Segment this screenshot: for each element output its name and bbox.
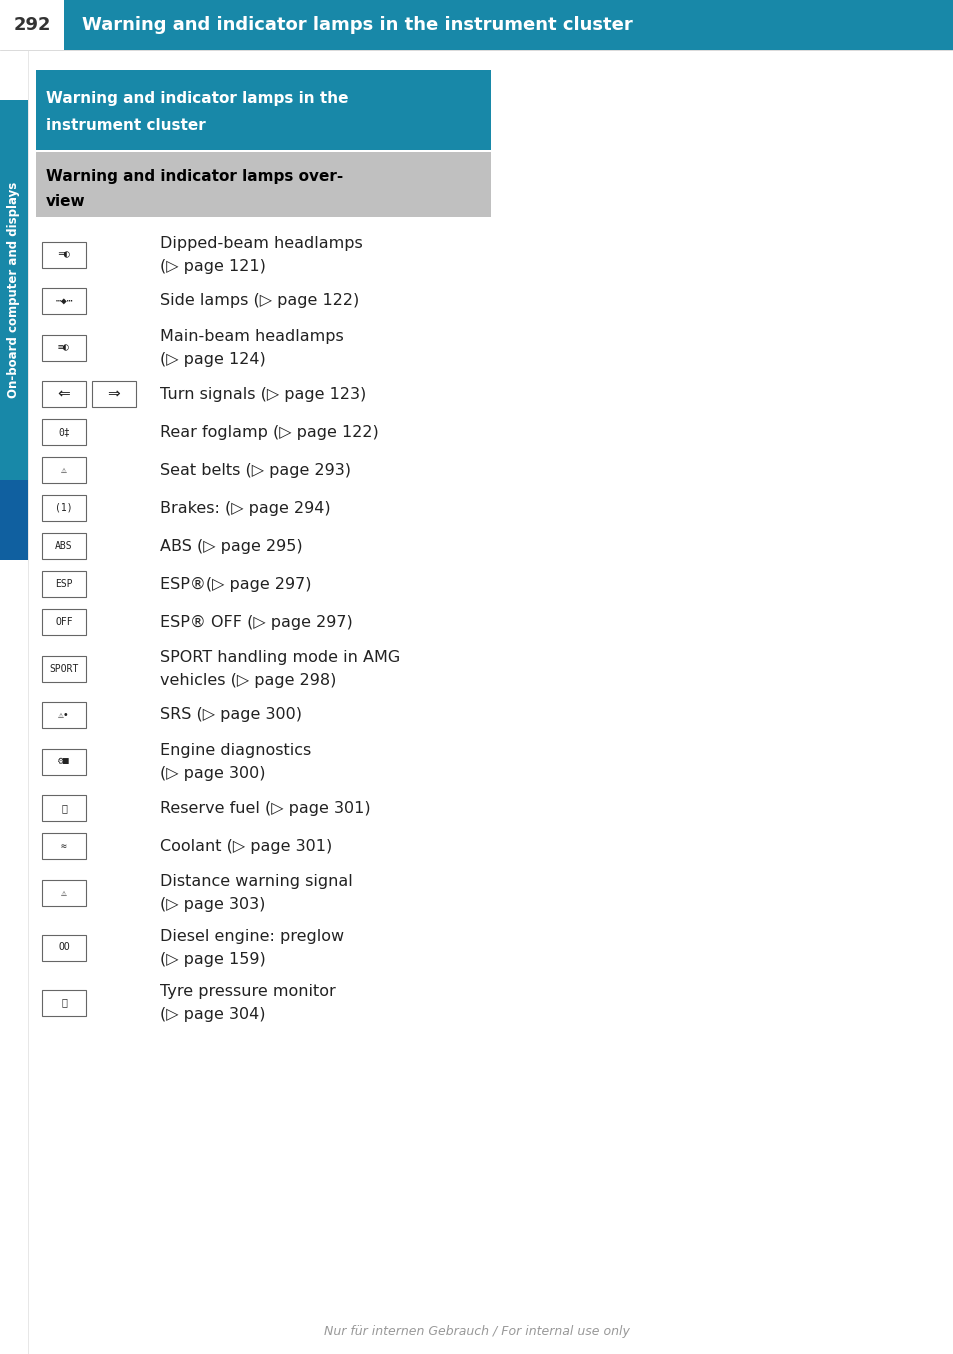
Bar: [42, 418, 86, 445]
Text: Rear foglamp (▷ page 122): Rear foglamp (▷ page 122): [160, 425, 378, 440]
Text: ABS (▷ page 295): ABS (▷ page 295): [160, 539, 302, 554]
Text: ⋯◆⋯: ⋯◆⋯: [55, 297, 72, 306]
Text: (▷ page 304): (▷ page 304): [160, 1007, 265, 1022]
Text: SPORT handling mode in AMG: SPORT handling mode in AMG: [160, 650, 400, 665]
Text: (1): (1): [55, 502, 72, 513]
Text: SRS (▷ page 300): SRS (▷ page 300): [160, 708, 302, 723]
Text: On-board computer and displays: On-board computer and displays: [8, 181, 20, 398]
Bar: [42, 533, 86, 559]
Bar: [64, 0, 953, 50]
Bar: [42, 880, 86, 906]
Bar: [0, 100, 28, 481]
Text: vehicles (▷ page 298): vehicles (▷ page 298): [160, 673, 336, 688]
Text: Warning and indicator lamps in the instrument cluster: Warning and indicator lamps in the instr…: [82, 16, 632, 34]
Text: Brakes: (▷ page 294): Brakes: (▷ page 294): [160, 501, 331, 516]
Text: SPORT: SPORT: [50, 663, 78, 673]
Bar: [42, 334, 86, 360]
Text: Turn signals (▷ page 123): Turn signals (▷ page 123): [160, 386, 366, 402]
Bar: [42, 380, 86, 408]
Text: Diesel engine: preglow: Diesel engine: preglow: [160, 929, 344, 944]
Bar: [42, 288, 86, 314]
Text: 0‡: 0‡: [58, 427, 70, 437]
Text: Dipped-beam headlamps: Dipped-beam headlamps: [160, 236, 362, 250]
Text: ESP® OFF (▷ page 297): ESP® OFF (▷ page 297): [160, 615, 353, 630]
Text: Warning and indicator lamps over-: Warning and indicator lamps over-: [46, 168, 343, 184]
Text: ⚠•: ⚠•: [58, 709, 70, 720]
Bar: [36, 152, 491, 217]
Bar: [91, 380, 136, 408]
Text: Reserve fuel (▷ page 301): Reserve fuel (▷ page 301): [160, 800, 370, 815]
Text: (▷ page 300): (▷ page 300): [160, 766, 265, 781]
Text: Seat belts (▷ page 293): Seat belts (▷ page 293): [160, 463, 351, 478]
Bar: [42, 571, 86, 597]
Text: ≡◐: ≡◐: [58, 343, 70, 352]
Text: (▷ page 124): (▷ page 124): [160, 352, 266, 367]
Bar: [42, 833, 86, 858]
Text: (▷ page 303): (▷ page 303): [160, 898, 265, 913]
Text: Side lamps (▷ page 122): Side lamps (▷ page 122): [160, 294, 359, 309]
Text: Distance warning signal: Distance warning signal: [160, 873, 353, 890]
Text: Coolant (▷ page 301): Coolant (▷ page 301): [160, 838, 332, 853]
Text: 292: 292: [13, 16, 51, 34]
Bar: [42, 609, 86, 635]
Text: ⛽: ⛽: [61, 803, 67, 812]
Text: ABS: ABS: [55, 542, 72, 551]
Text: OFF: OFF: [55, 617, 72, 627]
Text: ⚠: ⚠: [61, 887, 67, 898]
Text: ⌛: ⌛: [61, 998, 67, 1007]
Bar: [42, 241, 86, 268]
Text: ≈: ≈: [61, 841, 67, 852]
Text: ESP®(▷ page 297): ESP®(▷ page 297): [160, 577, 312, 592]
Text: ESP: ESP: [55, 580, 72, 589]
Text: ⇐: ⇐: [57, 386, 71, 402]
Text: ⚙■: ⚙■: [58, 757, 70, 766]
Text: (▷ page 121): (▷ page 121): [160, 259, 266, 274]
Text: ═◐: ═◐: [58, 249, 70, 260]
Bar: [42, 795, 86, 821]
Text: view: view: [46, 195, 86, 210]
Text: Tyre pressure monitor: Tyre pressure monitor: [160, 984, 335, 999]
Text: ⇒: ⇒: [108, 386, 120, 402]
Text: ⚠: ⚠: [61, 464, 67, 475]
Bar: [0, 481, 28, 561]
Text: OO: OO: [58, 942, 70, 952]
Text: Warning and indicator lamps in the: Warning and indicator lamps in the: [46, 91, 348, 106]
Text: Engine diagnostics: Engine diagnostics: [160, 743, 311, 758]
Bar: [42, 458, 86, 483]
Bar: [42, 496, 86, 521]
Text: Main-beam headlamps: Main-beam headlamps: [160, 329, 343, 344]
Text: Nur für internen Gebrauch / For internal use only: Nur für internen Gebrauch / For internal…: [324, 1326, 629, 1339]
Bar: [42, 701, 86, 728]
Bar: [42, 655, 86, 681]
Bar: [36, 70, 491, 150]
Bar: [0, 0, 64, 50]
Bar: [42, 990, 86, 1016]
Bar: [42, 934, 86, 960]
Bar: [42, 749, 86, 774]
Text: instrument cluster: instrument cluster: [46, 119, 206, 134]
Text: (▷ page 159): (▷ page 159): [160, 952, 266, 967]
